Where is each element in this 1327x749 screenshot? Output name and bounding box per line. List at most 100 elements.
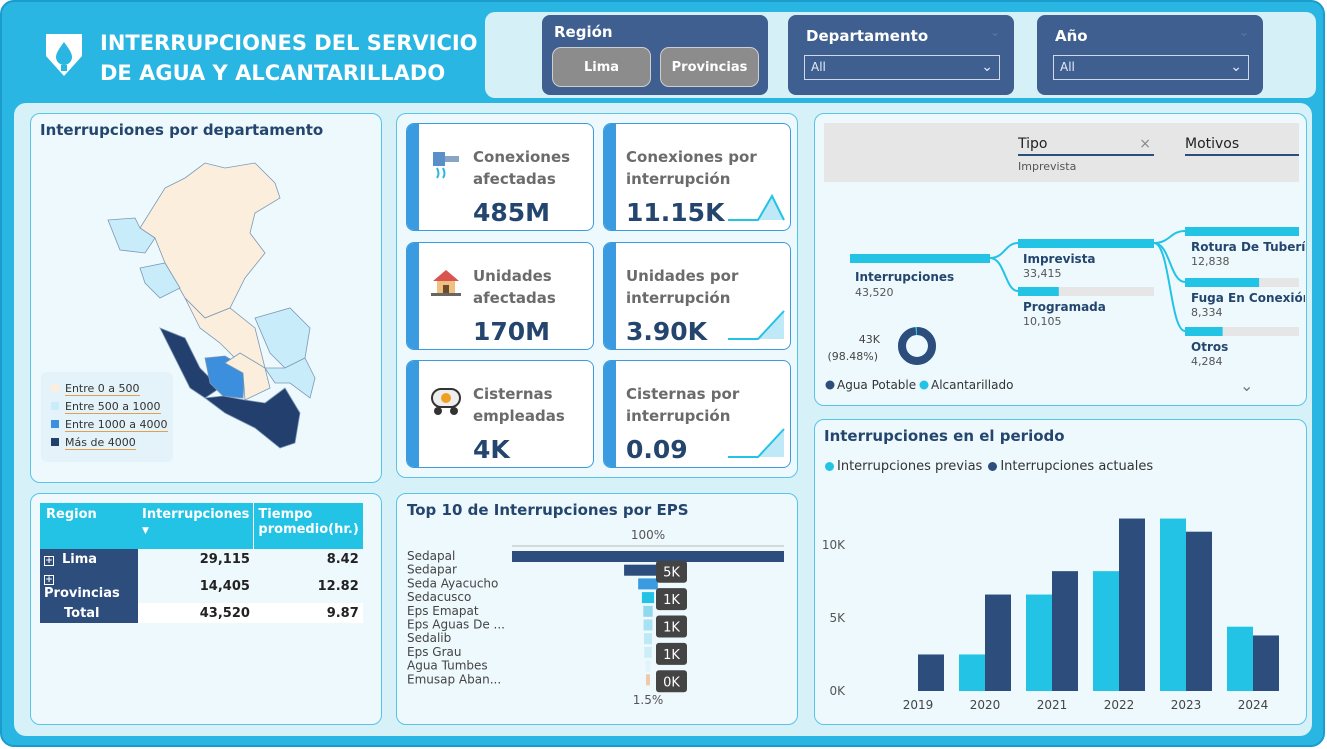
map-legend-item[interactable]: Entre 500 a 1000	[51, 400, 173, 414]
tree-connector	[1153, 242, 1186, 283]
period-legend-item[interactable]: Interrupciones previas	[825, 459, 982, 474]
row-interrupciones: 29,115	[199, 551, 250, 567]
tab-tipo[interactable]: Tipo ×	[1018, 136, 1154, 156]
funnel-category-label: Eps Emapat	[407, 604, 479, 618]
region-option-provincias[interactable]: Provincias	[660, 47, 759, 87]
kpi-card-6: Cisternas por interrupción 0.09	[603, 360, 791, 468]
region-table: Region Interrupciones ▼ Tiempo promedio(hr.)…	[40, 503, 363, 623]
departamento-dropdown[interactable]: All ⌄	[804, 55, 1000, 80]
legend-swatch	[51, 384, 59, 392]
funnel-bar[interactable]	[638, 578, 658, 590]
donut-legend-item[interactable]: Alcantarillado	[919, 378, 1014, 392]
funnel-bar[interactable]	[624, 564, 672, 576]
water-type-donut[interactable]: 43K (98.48%)	[827, 327, 936, 365]
house-icon	[429, 265, 463, 303]
funnel-card: Top 10 de Interrupciones por EPS 100% Sed…	[396, 493, 798, 725]
period-bar[interactable]	[1052, 571, 1078, 691]
map-legend-item[interactable]: Entre 1000 a 4000	[51, 418, 173, 432]
expand-icon[interactable]: +	[44, 575, 54, 585]
kpi-label: Unidades por interrupción	[626, 267, 739, 307]
period-bar[interactable]	[1119, 518, 1145, 691]
funnel-bar[interactable]	[643, 619, 653, 631]
funnel-data-label: 1K	[656, 642, 687, 665]
tab-motivos-label: Motivos	[1185, 136, 1240, 152]
period-bar[interactable]	[1186, 531, 1212, 691]
period-bar[interactable]	[985, 594, 1011, 691]
period-bar[interactable]	[959, 654, 985, 691]
period-chart-legend: Interrupciones previas Interrupciones act…	[825, 459, 1159, 474]
y-tick-label: 0K	[829, 684, 846, 698]
kpi-value: 4K	[473, 435, 510, 464]
row-region[interactable]: + Lima	[40, 549, 138, 569]
funnel-bar[interactable]	[643, 605, 653, 617]
kpi-card-4: Unidades por interrupción 3.90K	[603, 242, 791, 350]
table-total-row: Total 43,520 9.87	[40, 603, 363, 623]
funnel-bar[interactable]	[644, 646, 652, 658]
funnel-bar[interactable]	[645, 660, 651, 672]
peru-map[interactable]	[105, 158, 345, 458]
region-option-lima[interactable]: Lima	[552, 47, 651, 87]
map-legend-item[interactable]: Más de 4000	[51, 436, 173, 450]
motivo-value: 8,334	[1191, 306, 1223, 319]
motivo-label: Otros	[1191, 340, 1228, 354]
period-bar[interactable]	[1160, 518, 1186, 691]
funnel-bottom-label: 1.5%	[633, 693, 664, 707]
x-tick-label: 2024	[1238, 698, 1269, 712]
legend-swatch	[51, 420, 59, 428]
tab-motivos[interactable]: Motivos	[1185, 136, 1299, 156]
kpi-sparkline	[728, 193, 785, 221]
map-legend-item[interactable]: Entre 0 a 500	[51, 382, 173, 396]
x-tick-label: 2020	[970, 698, 1001, 712]
header-interrupciones[interactable]: Interrupciones ▼	[142, 507, 250, 536]
period-bar[interactable]	[1093, 571, 1119, 691]
anio-slicer: Año ⌄ All ⌄	[1037, 15, 1263, 95]
kpi-value: 11.15K	[626, 198, 725, 227]
map-card: Interrupciones por departamento Entre 0 …	[30, 113, 382, 483]
svg-text:1K: 1K	[663, 593, 680, 608]
tree-connector	[989, 242, 1019, 259]
decomposition-root[interactable]: Interrupciones 43,520	[850, 254, 990, 299]
funnel-bar[interactable]	[645, 674, 651, 686]
kpi-value: 170M	[473, 317, 551, 346]
table-row[interactable]: + Lima 29,115 8.42	[40, 549, 363, 569]
total-tiempo: 9.87	[253, 603, 363, 623]
pipe-connection-icon	[429, 146, 463, 184]
period-bar-chart[interactable]: 0K 5K 10K 2019 2020 2021 2022 2023 2024	[815, 480, 1305, 720]
chevron-down-icon[interactable]: ⌄	[1238, 25, 1249, 39]
kpi-value: 3.90K	[626, 317, 708, 346]
donut-legend-item[interactable]: Agua Potable	[825, 378, 917, 392]
period-bar[interactable]	[1227, 626, 1253, 691]
period-bar[interactable]	[1253, 635, 1279, 691]
tree-connector	[1153, 242, 1186, 332]
period-bar[interactable]	[918, 654, 944, 691]
chevron-down-icon[interactable]: ⌄	[989, 25, 1000, 39]
expand-icon[interactable]: +	[44, 555, 54, 566]
header-tiempo[interactable]: Tiempo promedio(hr.)	[253, 503, 363, 549]
funnel-bar[interactable]	[644, 633, 652, 645]
map-legend: Entre 0 a 500 Entre 500 a 1000 Entre 1000 …	[41, 372, 173, 462]
close-icon[interactable]: ×	[1139, 136, 1151, 152]
row-region[interactable]: +Provincias	[40, 569, 138, 603]
kpi-card-1: Conexiones afectadas 485M	[406, 123, 594, 231]
kpi-label: Conexiones afectadas	[473, 148, 571, 188]
funnel-title: Top 10 de Interrupciones por EPS	[407, 501, 689, 519]
period-chart-card: Interrupciones en el periodo Interrupcio…	[814, 419, 1307, 725]
legend-swatch	[988, 462, 998, 471]
chevron-down-icon[interactable]: ⌄	[1240, 376, 1254, 395]
period-bar[interactable]	[1026, 594, 1052, 691]
header-region[interactable]: Region	[46, 507, 97, 522]
total-label: Total	[64, 605, 100, 621]
funnel-bar[interactable]	[512, 551, 784, 562]
table-row[interactable]: +Provincias 14,405 12.82	[40, 569, 363, 603]
funnel-bar[interactable]	[641, 592, 655, 604]
period-legend-item[interactable]: Interrupciones actuales	[988, 459, 1153, 474]
tree-connector	[1153, 230, 1186, 244]
anio-dropdown[interactable]: All ⌄	[1053, 55, 1249, 80]
